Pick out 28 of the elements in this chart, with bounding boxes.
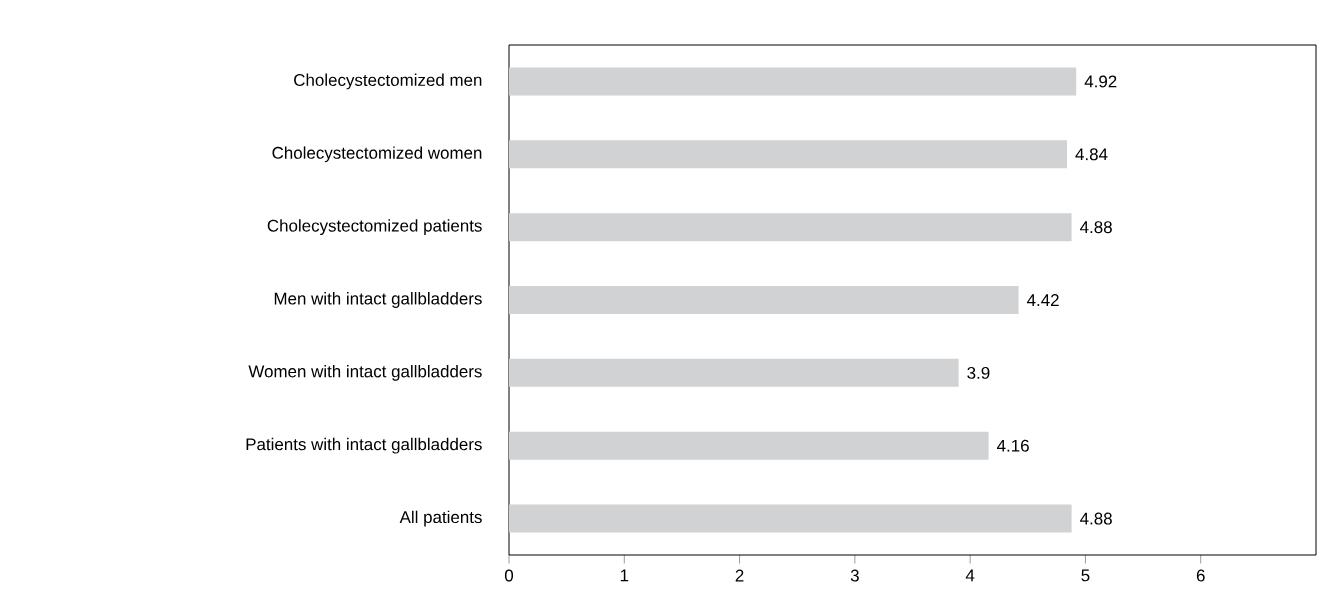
bar (509, 140, 1067, 169)
bar (509, 67, 1077, 96)
bar (509, 504, 1072, 533)
y-tick-label: Cholecystectomized patients (267, 219, 482, 236)
data-label: 3.9 (967, 366, 990, 379)
y-tick-label: Women with intact gallbladders (248, 364, 482, 381)
x-tick-label: 3 (850, 569, 859, 582)
data-label: 4.84 (1075, 148, 1108, 161)
data-label: 4.88 (1080, 221, 1112, 234)
data-label: 4.92 (1084, 75, 1117, 88)
y-tick-label: Men with intact gallbladders (274, 292, 482, 308)
y-tick-label: All patients (399, 510, 482, 527)
y-tick-label: Cholecystectomized women (272, 146, 482, 163)
data-label: 4.42 (1026, 294, 1059, 306)
data-label: 4.16 (997, 439, 1029, 452)
x-tick-label: 4 (965, 569, 975, 582)
x-tick-label: 6 (1196, 569, 1205, 582)
x-tick-label: 1 (620, 569, 629, 582)
x-tick-label: 5 (1081, 569, 1090, 582)
y-tick-label: Cholecystectomized men (294, 73, 482, 90)
bar (509, 358, 959, 387)
bar (509, 213, 1072, 242)
bar (509, 286, 1019, 315)
y-tick-label: Patients with intact gallbladders (246, 437, 482, 454)
bar (509, 431, 989, 460)
data-label: 4.88 (1080, 512, 1112, 525)
x-tick-label: 0 (504, 569, 514, 582)
x-tick-label: 2 (735, 569, 744, 582)
